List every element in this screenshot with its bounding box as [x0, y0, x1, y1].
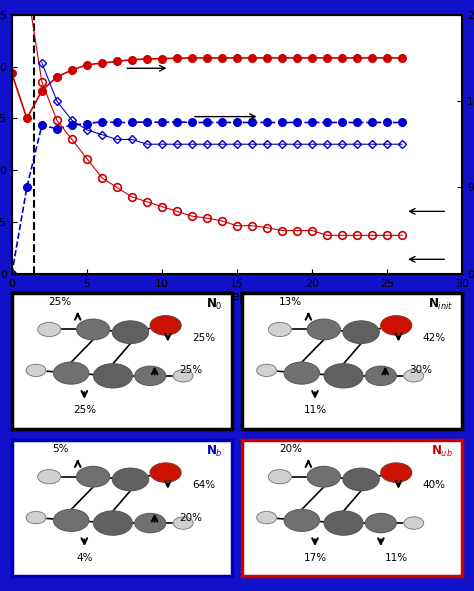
X-axis label: Steps: Steps: [220, 290, 254, 303]
Circle shape: [93, 364, 132, 388]
Circle shape: [77, 466, 109, 487]
Text: 17%: 17%: [303, 553, 327, 563]
Circle shape: [381, 463, 411, 482]
Circle shape: [38, 322, 61, 336]
Text: 4%: 4%: [76, 553, 92, 563]
Text: 20%: 20%: [179, 512, 202, 522]
Circle shape: [54, 362, 89, 384]
Circle shape: [173, 517, 193, 529]
Text: 11%: 11%: [385, 553, 408, 563]
Circle shape: [404, 517, 424, 529]
Circle shape: [150, 316, 181, 335]
Text: 40%: 40%: [423, 480, 446, 490]
Text: 64%: 64%: [192, 480, 215, 490]
Circle shape: [343, 468, 379, 491]
Circle shape: [173, 370, 193, 382]
Text: N$_{b}$: N$_{b}$: [206, 444, 223, 459]
Circle shape: [135, 514, 165, 532]
Circle shape: [38, 470, 61, 484]
Circle shape: [54, 509, 89, 531]
Text: 42%: 42%: [423, 333, 446, 343]
Circle shape: [365, 366, 396, 385]
Text: 25%: 25%: [73, 405, 96, 415]
Circle shape: [257, 511, 276, 524]
Text: 25%: 25%: [192, 333, 215, 343]
Circle shape: [284, 362, 319, 384]
Circle shape: [150, 463, 181, 482]
Text: N$_{0}$: N$_{0}$: [206, 297, 223, 312]
Circle shape: [26, 511, 46, 524]
Circle shape: [112, 468, 148, 491]
Text: 5%: 5%: [52, 444, 68, 454]
Circle shape: [343, 321, 379, 343]
Circle shape: [324, 511, 363, 535]
Text: 20%: 20%: [279, 444, 302, 454]
Text: 25%: 25%: [49, 297, 72, 307]
Text: 30%: 30%: [410, 365, 432, 375]
Circle shape: [284, 509, 319, 531]
Circle shape: [365, 514, 396, 532]
Circle shape: [381, 316, 411, 335]
Text: 25%: 25%: [179, 365, 202, 375]
Circle shape: [93, 511, 132, 535]
Circle shape: [26, 364, 46, 376]
Circle shape: [257, 364, 276, 376]
Text: N$_{init}$: N$_{init}$: [428, 297, 453, 312]
Circle shape: [268, 470, 291, 484]
Circle shape: [268, 322, 291, 336]
Circle shape: [135, 366, 165, 385]
Text: 13%: 13%: [279, 297, 302, 307]
Circle shape: [324, 364, 363, 388]
Circle shape: [77, 319, 109, 340]
Circle shape: [307, 319, 340, 340]
Text: N$_{ub}$: N$_{ub}$: [431, 444, 453, 459]
Circle shape: [404, 370, 424, 382]
Circle shape: [112, 321, 148, 343]
Circle shape: [307, 466, 340, 487]
Text: 11%: 11%: [303, 405, 327, 415]
